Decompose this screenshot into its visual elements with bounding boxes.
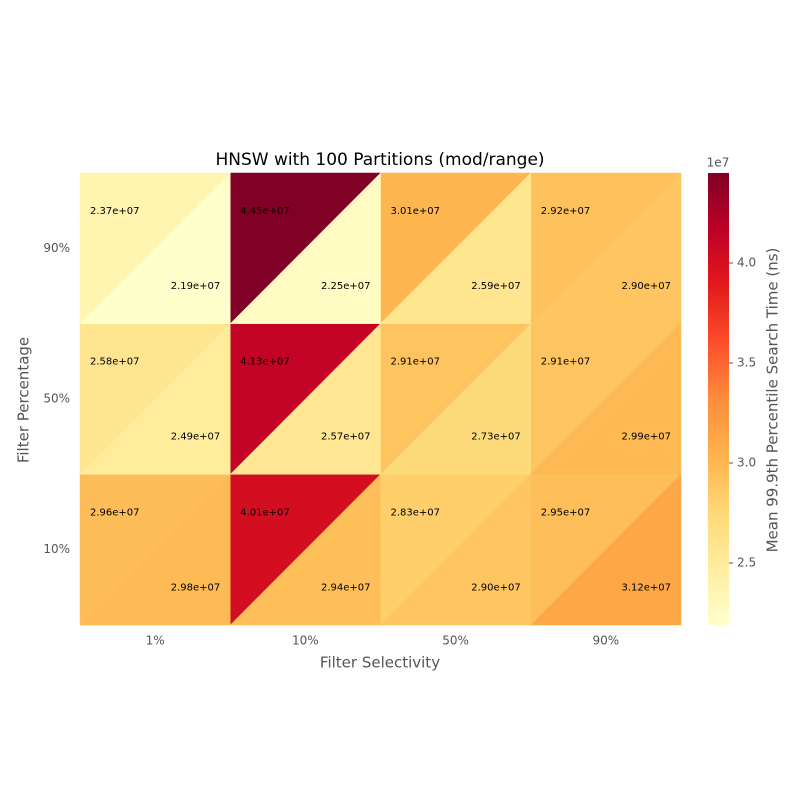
x-axis-label: Filter Selectivity: [320, 654, 440, 672]
y-tick-label: 50%: [43, 392, 70, 406]
cell-triangle: [530, 172, 682, 324]
value-label: 2.95e+07: [541, 507, 591, 518]
colorbar-tick-label: 3.5: [737, 356, 756, 370]
chart-title: HNSW with 100 Partitions (mod/range): [215, 150, 544, 170]
cell-triangle: [379, 323, 531, 475]
value-label: 4.13e+07: [240, 357, 290, 368]
value-label: 3.12e+07: [621, 582, 671, 593]
colorbar-label: Mean 99.9th Percentile Search Time (ns): [764, 248, 782, 553]
value-label: 2.92e+07: [541, 206, 591, 217]
cell-triangle: [79, 473, 231, 626]
value-label: 4.45e+07: [240, 206, 290, 217]
value-label: 4.01e+07: [240, 507, 290, 518]
x-tick-label: 90%: [593, 634, 620, 648]
value-label: 2.73e+07: [471, 432, 521, 443]
y-tick-label: 90%: [43, 241, 70, 255]
colorbar-tick-label: 2.5: [737, 556, 756, 570]
value-label: 2.90e+07: [471, 582, 521, 593]
value-label: 2.58e+07: [90, 357, 140, 368]
cell-triangle: [79, 172, 231, 324]
colorbar-offset: 1e7: [707, 156, 730, 170]
value-label: 3.01e+07: [391, 206, 441, 217]
cell-triangle: [379, 172, 531, 324]
cell-triangle: [379, 473, 531, 626]
colorbar-tick-label: 4.0: [737, 256, 756, 270]
x-tick-label: 10%: [292, 634, 319, 648]
cell-triangle: [79, 323, 231, 475]
colorbar: [708, 173, 729, 625]
value-label: 2.49e+07: [171, 432, 221, 443]
cell-triangle: [229, 172, 381, 324]
value-label: 2.96e+07: [90, 507, 140, 518]
value-label: 2.90e+07: [621, 281, 671, 292]
value-label: 2.94e+07: [321, 582, 371, 593]
value-label: 2.25e+07: [321, 281, 371, 292]
y-axis-label: Filter Percentage: [15, 337, 33, 463]
cell-triangle: [229, 473, 381, 626]
cell-triangle: [229, 323, 381, 475]
value-label: 2.57e+07: [321, 432, 371, 443]
value-label: 2.91e+07: [541, 357, 591, 368]
cell-triangle: [530, 323, 682, 475]
value-label: 2.98e+07: [171, 582, 221, 593]
value-label: 2.59e+07: [471, 281, 521, 292]
colorbar-tick-label: 3.0: [737, 456, 756, 470]
value-label: 2.83e+07: [391, 507, 441, 518]
value-label: 2.99e+07: [621, 432, 671, 443]
cell-triangle: [530, 473, 682, 626]
value-label: 2.91e+07: [391, 357, 441, 368]
y-tick-label: 10%: [43, 542, 70, 556]
x-tick-label: 1%: [146, 634, 165, 648]
x-tick-label: 50%: [442, 634, 469, 648]
value-label: 2.19e+07: [171, 281, 221, 292]
value-label: 2.37e+07: [90, 206, 140, 217]
